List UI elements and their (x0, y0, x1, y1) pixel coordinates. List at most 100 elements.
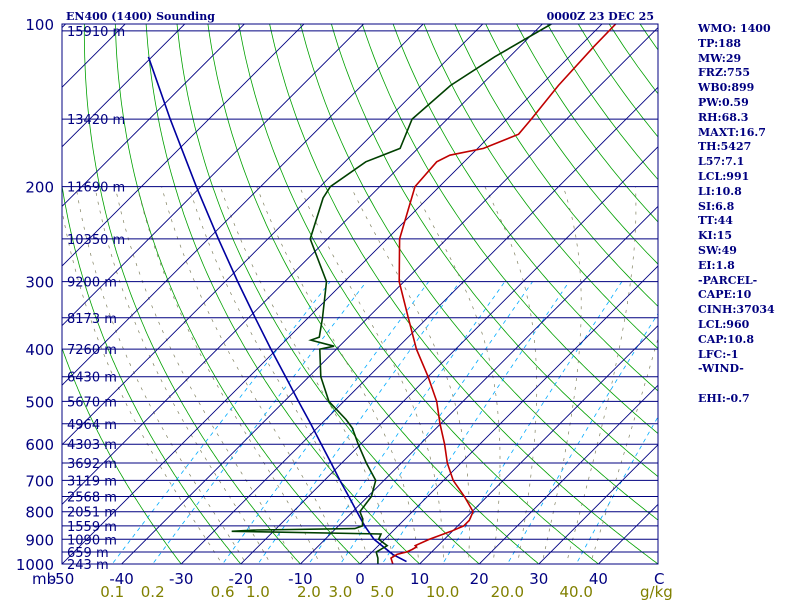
height-label: 659 m (67, 546, 109, 561)
dry-adiabat (62, 347, 182, 564)
height-label: 7260 m (67, 343, 117, 358)
dry-adiabat (238, 24, 600, 564)
height-label: 9200 m (67, 276, 117, 291)
index-li: LI:10.8 (698, 184, 742, 198)
moist-adiabat (161, 186, 345, 564)
indices-panel: WMO: 1400 TP:188 MW:29 FRZ:755 WB0:899 P… (698, 22, 798, 407)
height-label: 11690 m (67, 181, 125, 196)
index-ei: EI:1.8 (698, 258, 735, 272)
height-label: 1090 m (67, 533, 117, 548)
dry-adiabat (392, 24, 658, 392)
temperature-tick-label: -20 (229, 570, 254, 588)
isotherm (62, 24, 424, 386)
index-pw: PW:0.59 (698, 95, 749, 109)
index-tp: TP:188 (698, 36, 742, 50)
isotherm (478, 384, 658, 564)
moist-adiabat (484, 186, 538, 564)
mixing-ratio-unit-label: g/kg (640, 583, 673, 600)
index-lcl: LCL:991 (698, 169, 750, 183)
mixing-ratio-tick-label: 40.0 (559, 583, 592, 600)
moist-adiabat (62, 208, 223, 564)
isotherm (120, 26, 658, 564)
moist-adiabat (565, 186, 637, 564)
isotherm (299, 205, 658, 564)
moist-adiabat (350, 186, 470, 564)
index-spacer (698, 377, 798, 392)
index-ehi: EHI:-0.7 (698, 391, 750, 405)
pressure-tick-label: 500 (25, 393, 54, 411)
index-lfc: LFC:-1 (698, 347, 739, 361)
dry-adiabat (62, 183, 242, 564)
valid-time: 0000Z 23 DEC 25 (547, 10, 654, 23)
isotherm (538, 444, 658, 564)
mixing-ratio-line (506, 312, 658, 564)
temperature-tick-label: 0 (355, 570, 365, 588)
index-l57: L57:7.1 (698, 155, 745, 169)
dry-adiabat (454, 24, 658, 307)
isotherm (62, 24, 246, 208)
height-label: 13420 m (67, 113, 125, 128)
mixing-ratio-tick-label: 3.0 (328, 583, 352, 600)
dry-adiabat (207, 24, 540, 564)
wind-header: -WIND- (698, 362, 744, 376)
moist-adiabat (219, 186, 395, 564)
index-cap: CAP:10.8 (698, 332, 755, 346)
mixing-ratio-tick-label: 20.0 (491, 583, 524, 600)
dry-adiabat (485, 24, 658, 265)
index-wb0: WB0:899 (698, 81, 755, 95)
height-label: 2568 m (67, 491, 117, 506)
pressure-tick-label: 900 (25, 531, 54, 549)
index-si: SI:6.8 (698, 199, 735, 213)
isotherm (62, 24, 365, 327)
mixing-ratio-tick-label: 0.6 (211, 583, 235, 600)
dry-adiabat (423, 24, 658, 350)
height-label: 1559 m (67, 520, 117, 535)
mixing-ratio-line (308, 281, 506, 564)
dry-adiabat (83, 24, 301, 564)
chart-title: EN400 (1400) Sounding (66, 10, 215, 23)
height-label: 15910 m (67, 25, 125, 40)
height-label: 3119 m (67, 474, 117, 489)
pressure-tick-label: 700 (25, 472, 54, 490)
temperature-tick-label: -10 (288, 570, 313, 588)
moist-adiabat (136, 186, 321, 564)
height-label: 5670 m (67, 395, 117, 410)
dewpoint-trace (231, 24, 552, 564)
index-th: TH:5427 (698, 140, 752, 154)
height-label: 6430 m (67, 371, 117, 386)
dry-adiabat (145, 24, 421, 564)
mixing-ratio-line (339, 281, 533, 564)
pressure-tick-label: 300 (25, 274, 54, 292)
mixing-ratio-tick-label: 0.2 (141, 583, 165, 600)
temperature-unit-label: C (654, 570, 664, 588)
plot-frame (61, 23, 659, 565)
mixing-ratio-line (575, 416, 658, 564)
dry-adiabat (300, 24, 658, 521)
index-sw: SW:49 (698, 243, 737, 257)
temperature-trace (390, 24, 617, 564)
pressure-tick-label: 200 (25, 179, 54, 197)
index-wmo: WMO: 1400 (698, 22, 771, 35)
mixing-ratio-tick-label: 1.0 (246, 583, 270, 600)
pressure-tick-label: 600 (25, 436, 54, 454)
pressure-tick-label: 800 (25, 504, 54, 522)
index-ki: KI:15 (698, 229, 733, 243)
moist-adiabat (114, 186, 296, 564)
moist-adiabat (188, 186, 370, 564)
index-cape: CAPE:10 (698, 288, 752, 302)
height-label: 243 m (67, 558, 109, 573)
height-label: 8173 m (67, 312, 117, 327)
isotherm (418, 324, 658, 564)
dry-adiabat (269, 24, 658, 564)
mixing-ratio-tick-label: 0.1 (100, 583, 124, 600)
height-label: 2051 m (67, 506, 117, 521)
pressure-tick-label: 1000 (16, 556, 54, 574)
mixing-ratio-line (442, 281, 623, 564)
axis-labels: EN400 (1400) Sounding 0000Z 23 DEC 25 mb… (16, 10, 673, 600)
mixing-ratio-line (381, 281, 570, 564)
height-label: 3692 m (67, 457, 117, 472)
temperature-tick-label: 10 (410, 570, 429, 588)
temperature-tick-label: 20 (470, 570, 489, 588)
pressure-unit-label: mb (32, 570, 56, 588)
temperature-tick-label: -30 (169, 570, 194, 588)
